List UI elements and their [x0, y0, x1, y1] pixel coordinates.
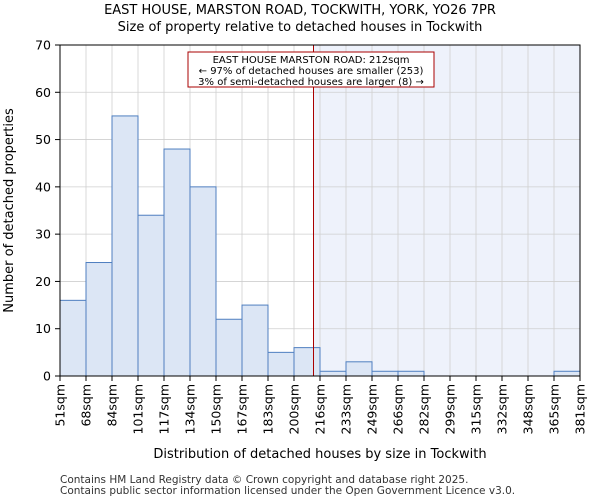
- bar-216sqm: [319, 370, 347, 377]
- x-tick-label: 381sqm: [573, 384, 588, 434]
- y-tick-label: 30: [35, 227, 51, 242]
- x-tick-label: 84sqm: [105, 384, 120, 427]
- x-tick-label: 249sqm: [365, 384, 380, 434]
- y-tick-label: 70: [35, 38, 51, 53]
- bar-365sqm: [553, 370, 581, 377]
- x-axis-label: Distribution of detached houses by size …: [153, 447, 486, 462]
- bar-51sqm: [59, 299, 87, 377]
- y-tick-label: 50: [35, 132, 51, 147]
- annotation-line-2: ← 97% of detached houses are smaller (25…: [199, 66, 424, 77]
- annotation-line-1: EAST HOUSE MARSTON ROAD: 212sqm: [213, 55, 410, 66]
- footer-line-2: Contains public sector information licen…: [60, 485, 516, 497]
- footer-line-1: Contains HM Land Registry data © Crown c…: [60, 474, 469, 486]
- y-tick-label: 40: [35, 179, 51, 194]
- x-tick-label: 365sqm: [547, 384, 562, 434]
- chart-title: EAST HOUSE, MARSTON ROAD, TOCKWITH, YORK…: [104, 3, 496, 18]
- x-tick-label: 51sqm: [53, 384, 68, 427]
- y-axis-label: Number of detached properties: [2, 108, 17, 313]
- x-tick-label: 266sqm: [391, 384, 406, 434]
- x-tick-label: 282sqm: [417, 384, 432, 434]
- bar-183sqm: [267, 351, 295, 377]
- bar-266sqm: [397, 370, 425, 377]
- annotation-line-3: 3% of semi-detached houses are larger (8…: [198, 77, 424, 88]
- x-tick-label: 332sqm: [495, 384, 510, 434]
- y-axis-ticks: 0 10 20 30 40 50 60 70: [35, 38, 60, 384]
- x-tick-label: 167sqm: [235, 384, 250, 434]
- x-tick-label: 117sqm: [157, 384, 172, 434]
- bar-101sqm: [137, 214, 165, 377]
- bar-134sqm: [189, 186, 217, 377]
- x-tick-label: 101sqm: [131, 384, 146, 434]
- x-tick-label: 299sqm: [443, 384, 458, 434]
- x-tick-label: 183sqm: [261, 384, 276, 434]
- y-tick-label: 10: [35, 321, 51, 336]
- x-tick-label: 134sqm: [183, 384, 198, 434]
- larger-properties-shade: [313, 45, 580, 376]
- bar-150sqm: [215, 318, 243, 377]
- annotation-box: EAST HOUSE MARSTON ROAD: 212sqm ← 97% of…: [187, 51, 435, 88]
- x-tick-label: 233sqm: [339, 384, 354, 434]
- bar-233sqm: [345, 361, 373, 377]
- x-tick-label: 216sqm: [313, 384, 328, 434]
- x-tick-label: 200sqm: [287, 384, 302, 434]
- bar-84sqm: [111, 115, 139, 377]
- chart-subtitle: Size of property relative to detached ho…: [117, 20, 483, 35]
- x-tick-label: 348sqm: [521, 384, 536, 434]
- y-tick-label: 0: [43, 369, 51, 384]
- bar-200sqm: [293, 347, 321, 377]
- x-tick-label: 68sqm: [79, 384, 94, 427]
- x-tick-label: 315sqm: [469, 384, 484, 434]
- y-tick-label: 60: [35, 85, 51, 100]
- y-tick-label: 20: [35, 274, 51, 289]
- bar-117sqm: [163, 148, 191, 377]
- x-tick-label: 150sqm: [209, 384, 224, 434]
- bars: [59, 115, 581, 377]
- bar-68sqm: [85, 262, 113, 377]
- bar-249sqm: [371, 370, 399, 377]
- bar-167sqm: [241, 304, 269, 377]
- x-axis-ticks: 51sqm 68sqm 84sqm 101sqm 117sqm 134sqm 150sqm 1…: [53, 376, 588, 434]
